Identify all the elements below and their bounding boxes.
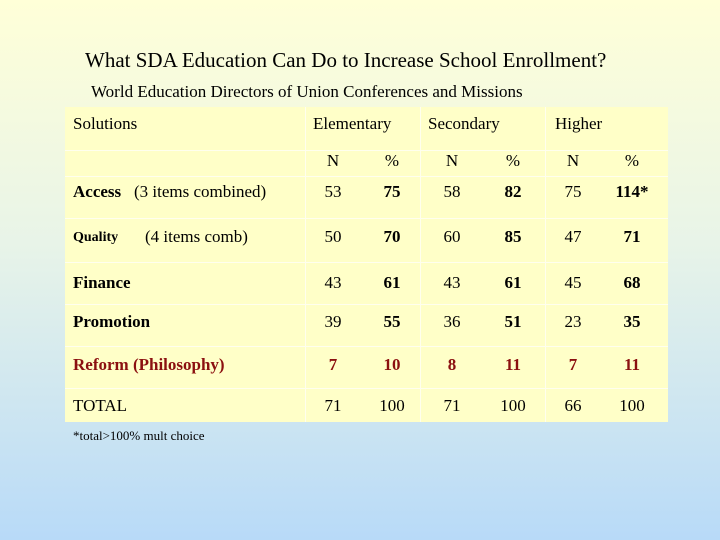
column-header: Secondary	[428, 114, 500, 133]
cell: 68	[623, 273, 641, 292]
cell: 60	[443, 227, 461, 246]
row-note: (4 items comb)	[145, 227, 248, 246]
cell: 61	[504, 273, 522, 292]
column-header: Elementary	[313, 114, 392, 133]
subcolumn-header: N	[445, 151, 459, 170]
row-line	[65, 150, 668, 151]
cell: 7	[328, 355, 338, 374]
subcolumn-header: N	[326, 151, 340, 170]
cell: 58	[443, 182, 461, 201]
cell: 47	[564, 227, 582, 246]
cell: 71	[623, 227, 641, 246]
cell: 55	[383, 312, 401, 331]
row-line	[65, 262, 668, 263]
subcolumn-header: %	[624, 151, 640, 170]
cell: 75	[564, 182, 582, 201]
subcolumn-header: N	[566, 151, 580, 170]
column-header: Higher	[555, 114, 603, 133]
title: What SDA Education Can Do to Increase Sc…	[85, 48, 607, 72]
cell: 11	[623, 355, 641, 374]
row-line	[65, 218, 668, 219]
cell: 100	[379, 396, 405, 415]
column-header: Solutions	[73, 114, 138, 133]
cell: 43	[443, 273, 461, 292]
cell: 35	[623, 312, 641, 331]
subcolumn-header: %	[505, 151, 521, 170]
cell: 70	[383, 227, 401, 246]
cell: 43	[324, 273, 342, 292]
row-label: Quality	[73, 230, 119, 245]
subcolumn-header: %	[384, 151, 400, 170]
cell: 10	[383, 355, 401, 374]
cell: 39	[324, 312, 342, 331]
row-label: Access	[73, 182, 122, 201]
row-note: (3 items combined)	[134, 182, 267, 201]
cell: 11	[504, 355, 522, 374]
cell: 7	[568, 355, 578, 374]
row-line	[65, 346, 668, 347]
cell: 75	[383, 182, 401, 201]
cell: 100	[500, 396, 526, 415]
col-line	[545, 107, 546, 422]
cell: 23	[564, 312, 582, 331]
footnote: *total>100% mult choice	[73, 428, 205, 443]
cell: 36	[443, 312, 461, 331]
cell: 71	[443, 396, 461, 415]
cell: 8	[447, 355, 457, 374]
row-label: Finance	[73, 273, 131, 292]
cell: 45	[564, 273, 582, 292]
cell: 66	[564, 396, 582, 415]
cell: 51	[504, 312, 522, 331]
row-line	[65, 304, 668, 305]
row-line	[65, 388, 668, 389]
cell: 61	[383, 273, 401, 292]
cell: 100	[619, 396, 645, 415]
row-label: Reform (Philosophy)	[73, 355, 225, 374]
col-line	[305, 107, 306, 422]
cell: 53	[324, 182, 342, 201]
row-label: TOTAL	[73, 396, 128, 415]
row-label: Promotion	[73, 312, 151, 331]
table	[65, 107, 668, 422]
col-line	[420, 107, 421, 422]
cell: 71	[324, 396, 342, 415]
row-line	[65, 176, 668, 177]
subtitle: World Education Directors of Union Confe…	[91, 82, 523, 101]
cell: 85	[504, 227, 522, 246]
cell: 50	[324, 227, 342, 246]
cell: 82	[504, 182, 522, 201]
cell: 114*	[615, 182, 649, 201]
